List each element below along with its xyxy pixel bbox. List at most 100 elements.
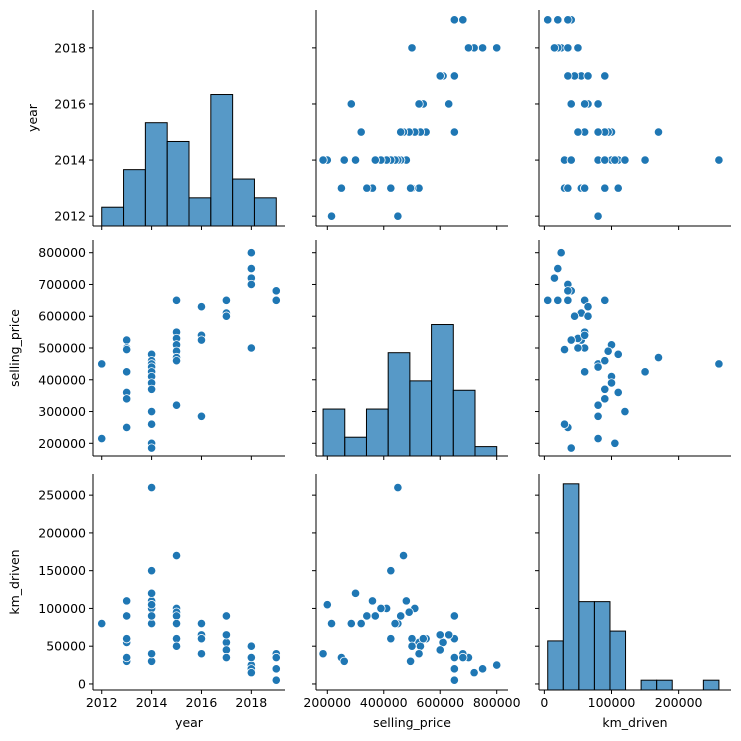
scatter-point	[350, 588, 361, 598]
scatter-point	[246, 652, 256, 663]
scatter-point	[196, 618, 207, 629]
y-tick-label: 250000	[38, 488, 86, 503]
x-tick-label: 2018	[235, 695, 267, 710]
hist-bar	[562, 483, 580, 691]
y-axis-label: year	[25, 103, 40, 132]
scatter-point	[146, 482, 157, 493]
scatter-point	[171, 641, 182, 651]
scatter-point	[196, 302, 207, 312]
scatter-point	[405, 183, 416, 193]
scatter-point	[449, 652, 459, 663]
y-tick-label: 0	[78, 676, 86, 691]
scatter-point	[246, 279, 256, 290]
y-tick-label: 600000	[38, 309, 86, 324]
x-axis-label: km_driven	[602, 715, 667, 730]
scatter-point	[714, 359, 724, 369]
scatter-point	[122, 344, 132, 355]
scatter-point	[393, 482, 403, 493]
scatter-point	[563, 71, 573, 81]
scatter-point	[563, 15, 573, 25]
y-tick-label: 100000	[38, 601, 86, 616]
scatter-point	[414, 649, 424, 659]
scatter-point	[246, 343, 256, 353]
scatter-point	[407, 43, 417, 53]
scatter-point	[322, 600, 332, 610]
scatter-point	[463, 43, 474, 53]
y-tick-label: 300000	[38, 404, 86, 419]
scatter-point	[171, 356, 182, 366]
scatter-point	[458, 652, 468, 663]
hist-bar	[123, 169, 146, 227]
x-tick-label: 100000	[588, 695, 636, 710]
scatter-point	[600, 155, 610, 165]
scatter-point	[600, 356, 610, 366]
scatter-point	[610, 438, 620, 448]
scatter-point	[613, 183, 623, 193]
scatter-point	[246, 248, 256, 258]
scatter-point	[356, 618, 366, 629]
scatter-point	[566, 335, 576, 345]
scatter-point	[477, 43, 488, 53]
scatter-point	[271, 664, 281, 674]
y-tick-label: 200000	[38, 436, 86, 451]
scatter-point	[97, 618, 107, 629]
hist-bar	[656, 679, 673, 691]
scatter-point	[146, 588, 157, 598]
scatter-point	[246, 641, 256, 651]
x-tick-label: 2014	[136, 695, 168, 710]
scatter-point	[435, 71, 445, 81]
hist-bar	[593, 601, 611, 691]
scatter-point	[396, 611, 406, 621]
scatter-point	[653, 127, 664, 137]
scatter-point	[393, 211, 403, 221]
scatter-point	[122, 596, 132, 606]
scatter-point	[146, 384, 157, 394]
hist-bar	[232, 178, 255, 227]
scatter-point	[370, 155, 380, 165]
scatter-point	[556, 248, 566, 258]
scatter-point	[583, 311, 593, 321]
x-tick-label: 400000	[360, 695, 408, 710]
scatter-point	[367, 596, 378, 606]
scatter-point	[196, 649, 207, 659]
scatter-point	[559, 419, 570, 429]
x-axis-label: selling_price	[373, 715, 451, 730]
scatter-point	[469, 668, 479, 678]
scatter-point	[122, 394, 132, 404]
scatter-point	[386, 634, 396, 644]
scatter-point	[271, 295, 281, 305]
scatter-point	[146, 566, 157, 576]
scatter-point	[492, 660, 502, 670]
hist-bar	[101, 206, 125, 227]
scatter-point	[386, 566, 396, 576]
scatter-point	[146, 649, 157, 659]
scatter-point	[221, 652, 232, 663]
y-tick-label: 500000	[38, 341, 86, 356]
scatter-point	[449, 71, 459, 81]
scatter-point	[600, 183, 610, 193]
scatter-point	[593, 433, 603, 444]
scatter-point	[346, 618, 356, 629]
y-axis-label: km_driven	[7, 549, 22, 614]
scatter-point	[246, 263, 256, 274]
scatter-point	[438, 637, 448, 648]
scatter-point	[553, 295, 563, 305]
scatter-point	[620, 406, 630, 417]
scatter-point	[640, 155, 650, 165]
scatter-point	[398, 550, 409, 561]
scatter-point	[600, 71, 610, 81]
scatter-point	[458, 15, 468, 25]
scatter-point	[318, 155, 328, 165]
scatter-point	[221, 295, 232, 305]
hist-bar	[578, 601, 595, 691]
y-tick-label: 800000	[38, 245, 86, 260]
scatter-point	[171, 634, 182, 644]
hist-bar	[474, 446, 498, 457]
hist-bar	[387, 352, 411, 457]
scatter-point	[549, 43, 560, 53]
scatter-point	[610, 155, 620, 165]
scatter-point	[122, 335, 132, 345]
scatter-point	[97, 359, 107, 369]
scatter-point	[449, 664, 459, 674]
